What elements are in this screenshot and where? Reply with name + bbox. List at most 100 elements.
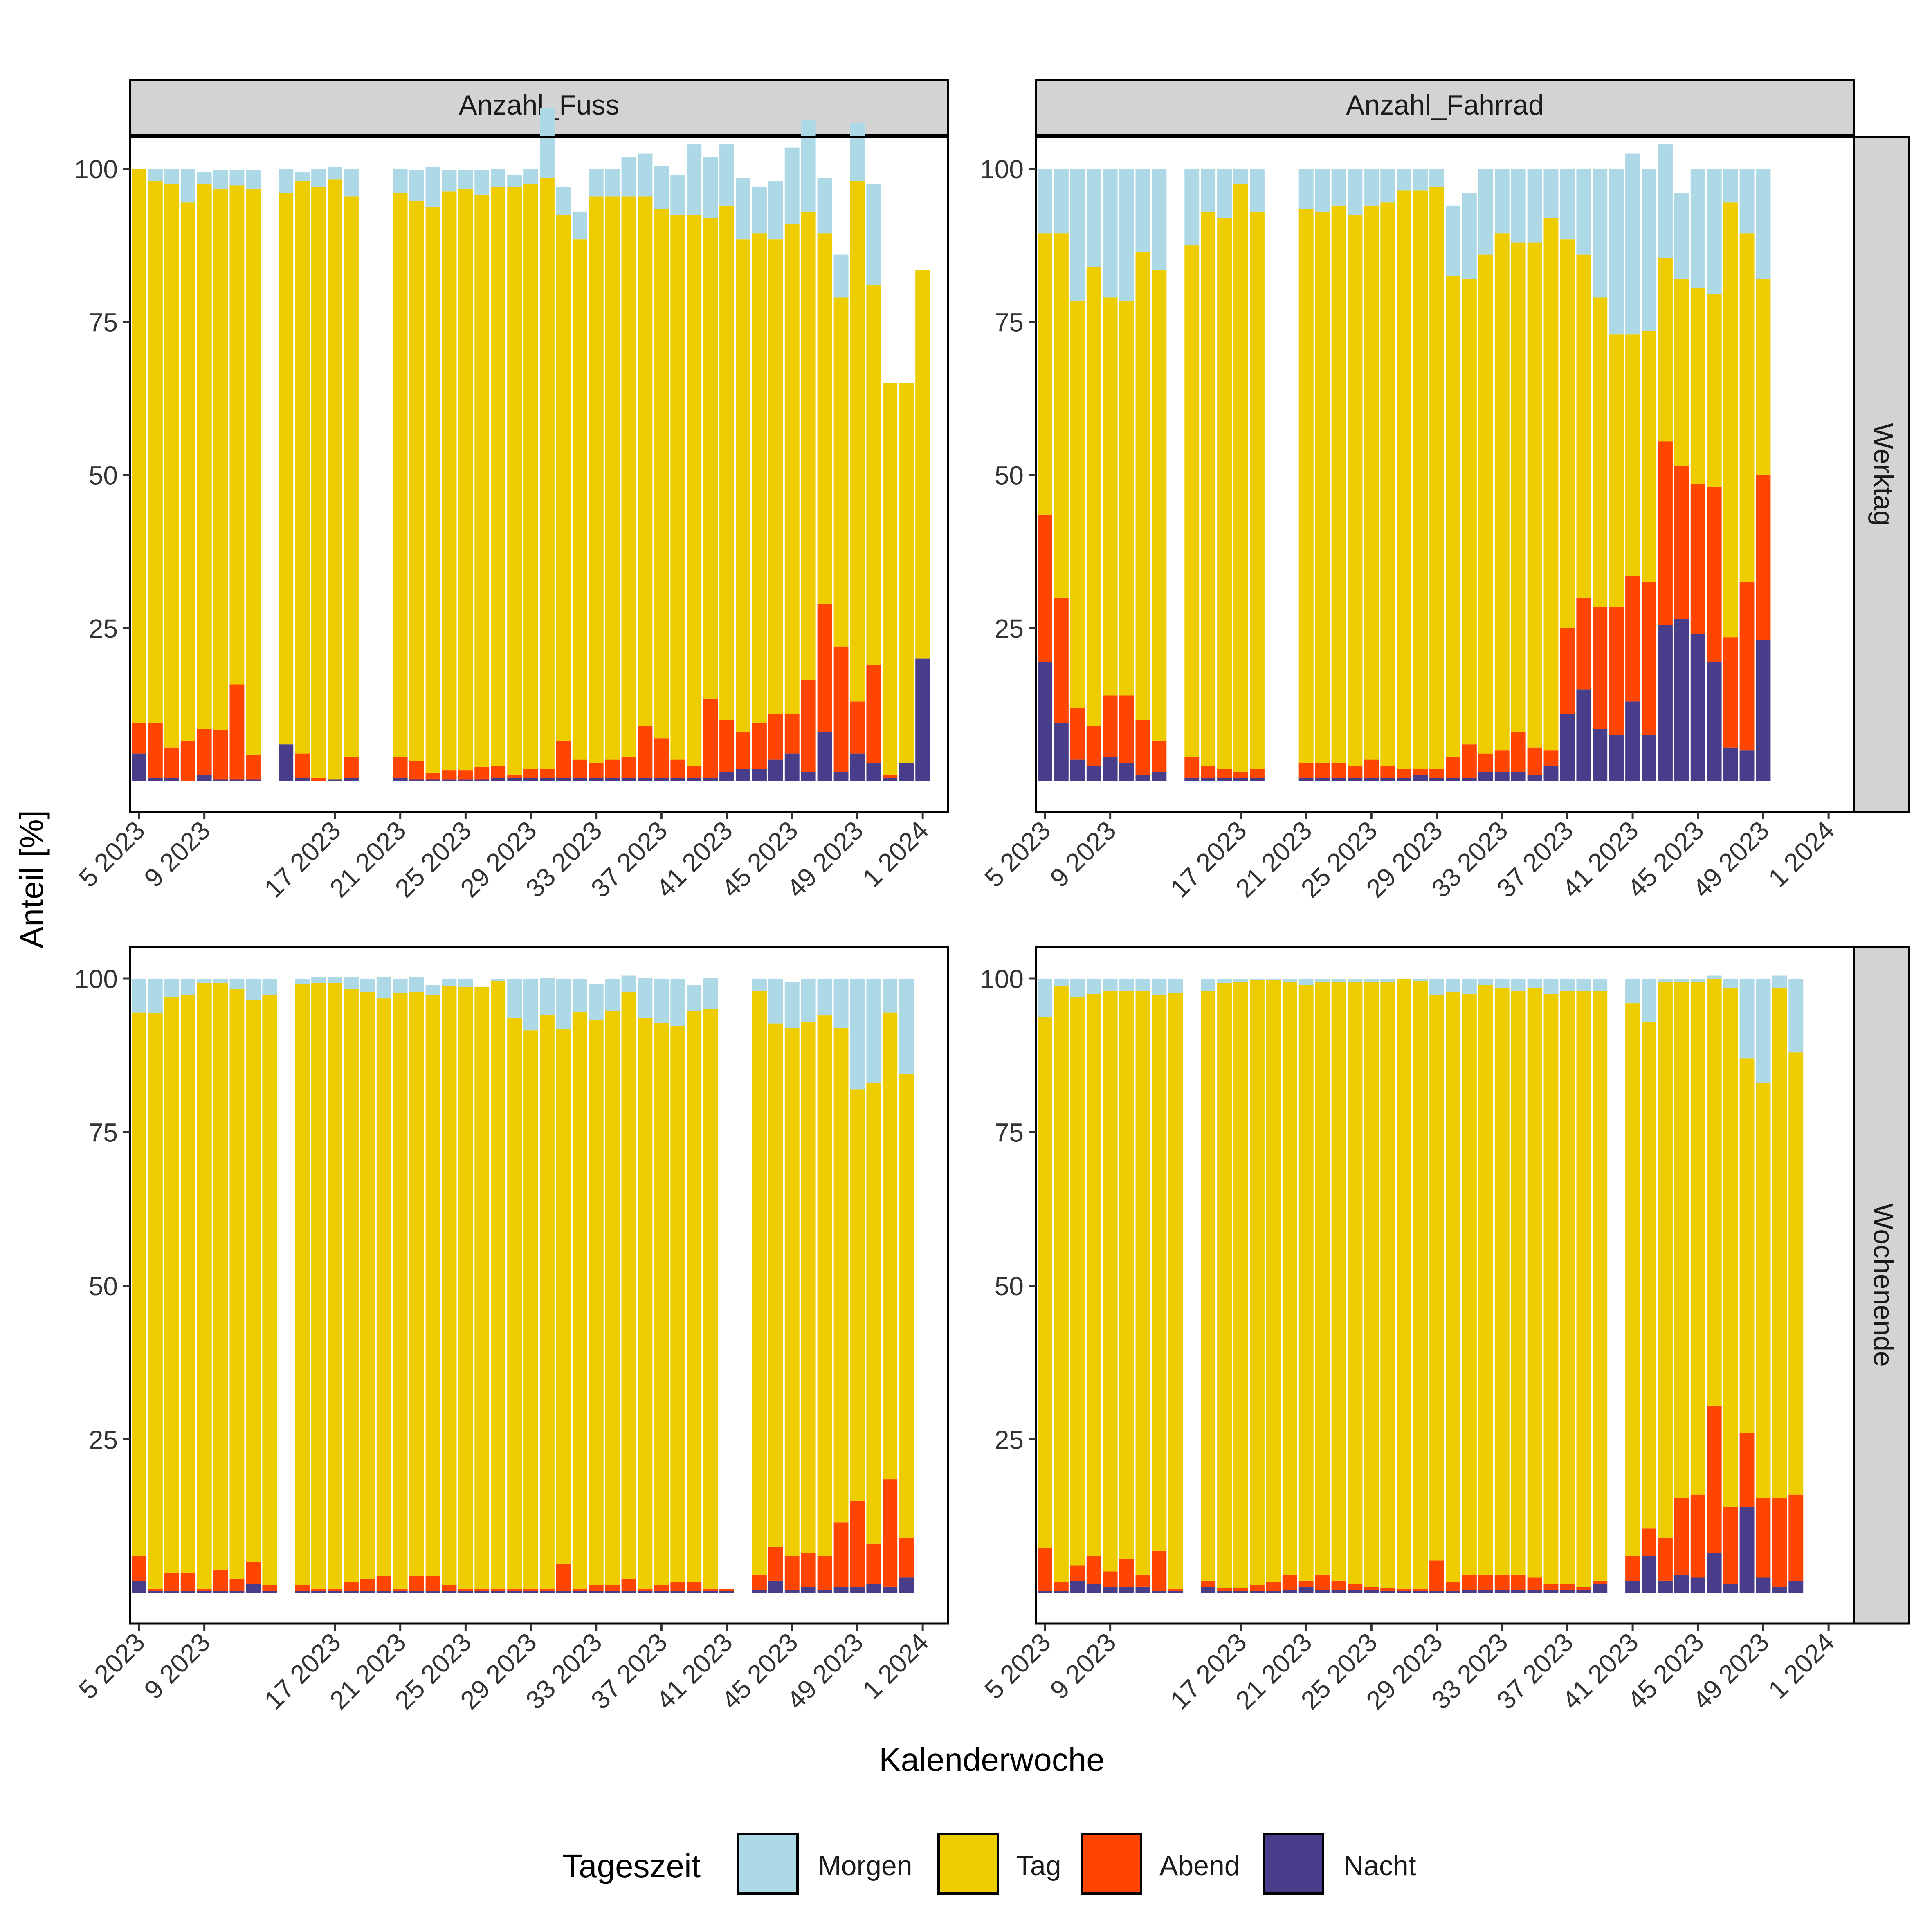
bar-tag-week-45-2023 [784, 1028, 800, 1556]
bar-tag-week-22-2023 [1315, 982, 1330, 1575]
bar-morgen-week-41-2023 [1625, 153, 1640, 335]
bar-abend-week-10-2023 [213, 730, 228, 780]
bar-nacht-week-41-2023 [719, 1591, 734, 1593]
y-tick-label: 100 [74, 155, 118, 184]
bar-morgen-week-51-2023 [883, 979, 898, 1013]
bar-abend-week-9-2023 [1103, 695, 1118, 757]
bar-nacht-week-42-2023 [736, 769, 750, 781]
bar-morgen-week-34-2023 [1511, 979, 1526, 991]
bar-morgen-week-44-2023 [768, 979, 783, 1024]
bar-morgen-week-30-2023 [1446, 979, 1460, 992]
bar-nacht-week-47-2023 [1723, 1584, 1738, 1593]
bar-tag-week-18-2023 [1250, 211, 1265, 769]
bar-tag-week-16-2023 [1217, 983, 1232, 1588]
bar-abend-week-25-2023 [458, 770, 473, 780]
bar-tag-week-22-2023 [1315, 211, 1330, 763]
bar-tag-week-46-2023 [801, 1022, 816, 1553]
bar-abend-week-15-2023 [295, 753, 310, 778]
bar-nacht-week-10-2023 [1119, 1587, 1134, 1593]
bar-abend-week-8-2023 [180, 741, 195, 781]
bar-nacht-week-20-2023 [1282, 1590, 1297, 1593]
bar-tag-week-41-2023 [1625, 334, 1640, 576]
bar-nacht-week-32-2023 [1478, 1590, 1493, 1593]
bar-morgen-week-23-2023 [425, 167, 440, 207]
bar-abend-week-18-2023 [1250, 769, 1265, 778]
bar-nacht-week-40-2023 [1609, 735, 1624, 781]
bar-morgen-week-10-2023 [1119, 169, 1134, 301]
bar-abend-week-44-2023 [1674, 1498, 1689, 1575]
bar-nacht-week-48-2023 [833, 772, 849, 781]
bar-nacht-week-34-2023 [1511, 1590, 1526, 1593]
bar-nacht-week-45-2023 [1690, 634, 1705, 781]
bar-morgen-week-8-2023 [1086, 979, 1101, 994]
y-tick-label: 25 [995, 614, 1024, 643]
bar-morgen-week-9-2023 [1103, 979, 1118, 991]
legend-title: Tageszeit [562, 1848, 701, 1884]
bar-nacht-week-28-2023 [1413, 1591, 1428, 1593]
strip-col-2-label: Anzahl_Fahrrad [1346, 90, 1544, 121]
bar-nacht-week-45-2023 [784, 1590, 800, 1593]
bar-tag-week-43-2023 [752, 991, 767, 1575]
bar-tag-week-16-2023 [311, 983, 326, 1589]
bar-abend-week-21-2023 [393, 1589, 408, 1591]
bar-tag-week-39-2023 [1593, 991, 1608, 1581]
y-tick-label: 100 [980, 155, 1024, 184]
bar-nacht-week-11-2023 [229, 1591, 245, 1593]
bar-tag-week-32-2023 [1478, 254, 1493, 754]
bar-abend-week-26-2023 [474, 1589, 490, 1591]
bar-abend-week-25-2023 [458, 1589, 473, 1591]
bar-nacht-week-33-2023 [589, 778, 604, 781]
bar-nacht-week-29-2023 [523, 778, 538, 781]
bar-tag-week-51-2023 [883, 383, 898, 775]
bar-abend-week-48-2023 [833, 1522, 849, 1587]
bar-tag-week-22-2023 [409, 992, 424, 1576]
bar-morgen-week-37-2023 [1560, 979, 1575, 991]
y-tick-label: 100 [74, 964, 118, 994]
bar-abend-week-38-2023 [670, 759, 685, 778]
bar-abend-week-37-2023 [654, 738, 669, 778]
bar-tag-week-47-2023 [1723, 202, 1738, 638]
bar-abend-week-6-2023 [148, 723, 163, 778]
bar-nacht-week-18-2023 [1250, 778, 1265, 781]
bar-morgen-week-25-2023 [458, 979, 473, 987]
bar-morgen-week-22-2023 [409, 170, 424, 201]
bar-tag-week-24-2023 [442, 191, 457, 771]
bar-abend-week-7-2023 [164, 1573, 179, 1591]
bar-nacht-week-23-2023 [425, 1591, 440, 1593]
bar-tag-week-30-2023 [540, 1015, 555, 1589]
bar-abend-week-43-2023 [1658, 1537, 1673, 1581]
y-tick-label: 25 [89, 614, 118, 643]
bar-abend-week-47-2023 [817, 603, 832, 732]
bar-nacht-week-46-2023 [1707, 1553, 1722, 1593]
bar-abend-week-20-2023 [1282, 1574, 1297, 1590]
bar-tag-week-24-2023 [442, 986, 457, 1585]
bar-abend-week-49-2023 [1756, 475, 1771, 640]
bar-morgen-week-37-2023 [654, 166, 669, 209]
bar-abend-week-46-2023 [801, 680, 816, 772]
bar-tag-week-27-2023 [491, 187, 506, 766]
bar-tag-week-15-2023 [1201, 991, 1216, 1581]
bar-tag-week-6-2023 [1054, 233, 1069, 598]
bar-abend-week-21-2023 [1298, 1581, 1314, 1587]
bar-morgen-week-51-2023 [1788, 979, 1804, 1053]
bar-nacht-week-47-2023 [817, 1590, 832, 1593]
bar-nacht-week-37-2023 [654, 1591, 669, 1593]
bar-tag-week-43-2023 [752, 233, 767, 723]
bar-abend-week-40-2023 [703, 698, 718, 778]
bar-tag-week-44-2023 [768, 1023, 783, 1547]
bar-nacht-week-21-2023 [1298, 778, 1314, 781]
bar-nacht-week-5-2023 [1038, 1591, 1052, 1593]
bar-morgen-week-17-2023 [1233, 169, 1248, 184]
bar-morgen-week-43-2023 [1658, 144, 1673, 258]
bar-tag-week-18-2023 [344, 196, 359, 757]
bar-morgen-week-37-2023 [1560, 169, 1575, 240]
bar-tag-week-30-2023 [1446, 992, 1460, 1582]
bar-tag-week-50-2023 [866, 1083, 881, 1544]
bar-tag-week-5-2023 [132, 1012, 146, 1556]
bar-morgen-week-35-2023 [621, 157, 636, 197]
y-tick-label: 50 [995, 461, 1024, 490]
bar-nacht-week-10-2023 [213, 1591, 228, 1593]
bar-abend-week-31-2023 [556, 1563, 571, 1591]
bar-morgen-week-27-2023 [491, 979, 506, 981]
bar-abend-week-21-2023 [393, 757, 408, 778]
